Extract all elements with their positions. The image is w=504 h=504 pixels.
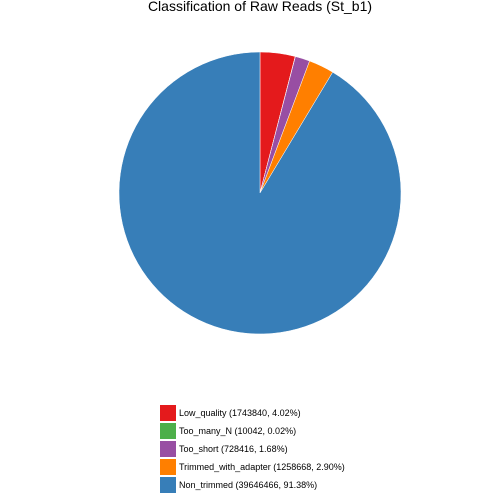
pie-slice-non-trimmed	[118, 51, 402, 335]
chart-title: Classification of Raw Reads (St_b1)	[148, 0, 372, 14]
legend-swatch-low-quality	[160, 405, 176, 421]
legend-label-too-short: Too_short (728416, 1.68%)	[179, 444, 288, 454]
legend-label-too-many-n: Too_many_N (10042, 0.02%)	[179, 426, 296, 436]
legend-swatch-trimmed-with-adapter	[160, 459, 176, 475]
legend-label-trimmed-with-adapter: Trimmed_with_adapter (1258668, 2.90%)	[179, 462, 345, 472]
legend: Low_quality (1743840, 4.02%) Too_many_N (…	[160, 405, 345, 493]
legend-label-low-quality: Low_quality (1743840, 4.02%)	[179, 408, 301, 418]
legend-swatch-too-many-n	[160, 423, 176, 439]
pie-slices	[118, 51, 402, 335]
legend-label-non-trimmed: Non_trimmed (39646466, 91.38%)	[179, 480, 317, 490]
legend-swatch-non-trimmed	[160, 477, 176, 493]
legend-swatch-too-short	[160, 441, 176, 457]
